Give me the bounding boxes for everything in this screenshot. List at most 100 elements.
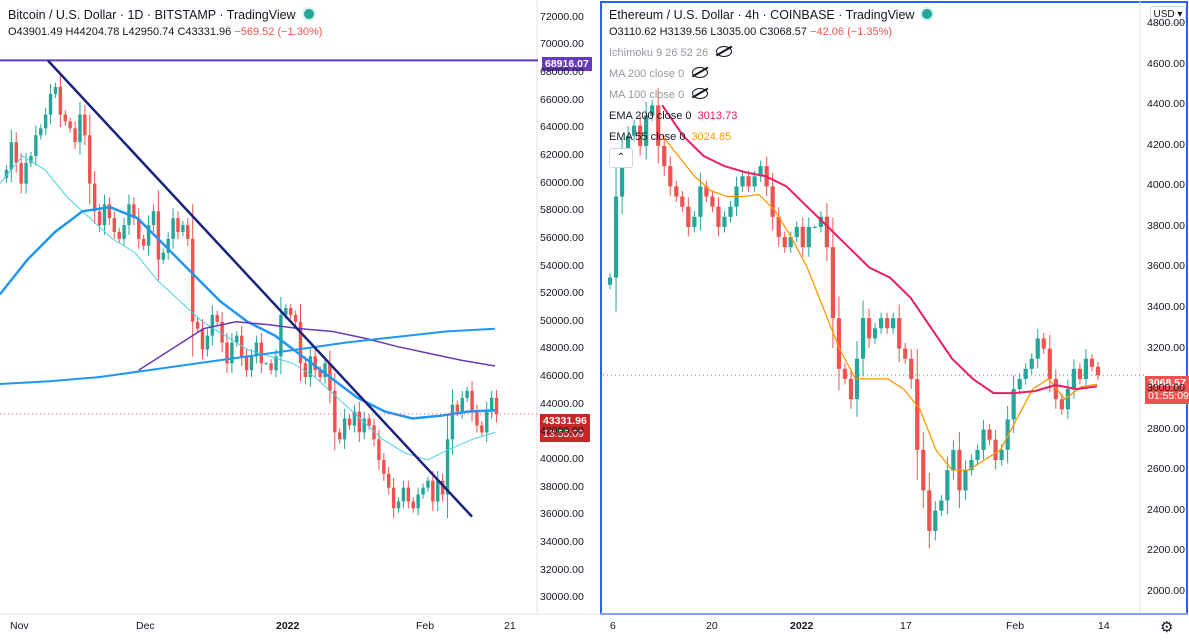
candle-body [1029,358,1034,369]
y-tick-label: 3200.00 [1147,341,1185,354]
eth-title: Ethereum / U.S. Dollar · 4h · COINBASE ·… [609,8,915,22]
candle-body [161,252,165,260]
candle-body [73,128,77,143]
y-tick-label: 34000.00 [540,535,584,548]
y-tick-label: 2000.00 [1147,584,1185,597]
candle-body [63,114,67,122]
moving-average-line [661,104,1098,395]
candle-body [338,432,342,440]
candle-body [650,105,655,116]
candle-body [107,204,112,219]
candle-body [987,429,992,440]
indicator-ma200[interactable]: MA 200 close 0 [609,67,709,80]
candle-body [494,397,499,415]
candle-body [137,218,141,239]
candle-body [171,218,175,239]
btc-title: Bitcoin / U.S. Dollar · 1D · BITSTAMP · … [8,8,296,22]
candle-body [264,363,268,365]
candle-body [951,449,956,471]
candle-body [794,226,799,238]
btc-open: O43901.49 [8,26,63,38]
hline-price-tag: 68916.07 [542,57,592,71]
candle-body [1059,399,1064,410]
candle-body [860,318,866,359]
currency-selector[interactable]: USD ▾ [1150,6,1186,24]
candle-body [53,86,58,94]
moving-average-line [138,321,496,371]
moving-average-line [0,205,496,420]
candle-body [43,114,48,129]
candle-body [436,480,440,502]
candle-body [235,335,239,343]
eth-legend: Ethereum / U.S. Dollar · 4h · COINBASE ·… [609,7,935,38]
candle-body [475,411,479,426]
candle-body [644,115,649,146]
y-tick-label: 4000.00 [1147,179,1185,192]
candle-body [313,356,317,371]
candle-body [1089,358,1095,367]
btc-legend: Bitcoin / U.S. Dollar · 1D · BITSTAMP · … [8,7,322,38]
collapse-legend-button[interactable]: ⌃ [609,148,633,168]
x-tick-label: 17 [900,620,912,632]
candle-body [34,135,38,156]
candle-body [249,356,254,371]
candle-body [1035,338,1040,359]
candle-body [752,176,757,187]
candle-body [269,363,273,371]
hidden-eye-icon[interactable] [692,67,709,78]
candle-body [939,500,944,511]
candle-body [19,162,23,184]
candle-body [489,397,494,412]
candle-body [716,206,721,227]
settings-gear-icon[interactable]: ⚙ [1160,619,1174,636]
y-tick-label: 72000.00 [540,10,584,23]
candle-body [1023,368,1028,379]
x-tick-label: Feb [416,620,435,632]
candle-body [230,342,234,364]
candle-body [97,211,102,226]
candle-body [284,308,288,315]
candle-body [387,473,391,488]
y-tick-label: 56000.00 [540,231,584,244]
candle-body [1071,368,1076,390]
hidden-eye-icon[interactable] [692,88,709,99]
hidden-eye-icon[interactable] [716,46,733,57]
candle-body [78,114,82,143]
market-open-icon [920,7,935,21]
candle-body [674,186,679,197]
y-tick-label: 50000.00 [540,314,584,327]
candle-body [146,225,151,246]
candle-body [431,480,435,502]
candle-body [885,318,890,329]
candle-body [357,411,362,433]
candle-body [401,487,406,502]
candle-body [411,501,415,509]
candle-body [1053,378,1058,400]
candle-body [274,356,278,371]
y-tick-label: 46000.00 [540,370,584,383]
candle-body [416,494,420,509]
x-tick-label: Dec [136,620,155,632]
candle-body [279,314,283,357]
y-tick-label: 4800.00 [1147,17,1185,30]
candle-body [342,418,347,440]
candle-body [662,145,667,167]
indicator-ema200[interactable]: EMA 200 close 0 3013.73 [609,110,738,122]
candle-body [698,186,703,217]
indicator-ema55[interactable]: EMA 55 close 0 3024.85 [609,131,732,143]
indicator-ichimoku[interactable]: Ichimoku 9 26 52 26 [609,46,733,59]
y-tick-label: 62000.00 [540,149,584,161]
candle-body [445,439,450,495]
candle-body [933,510,938,531]
candle-body [1041,338,1046,349]
candle-body [210,314,215,336]
indicator-ma100[interactable]: MA 100 close 0 [609,88,709,101]
candle-body [999,449,1004,460]
candle-body [1005,419,1010,450]
candle-body [298,321,303,364]
btc-high: H44204.78 [65,26,120,38]
candle-body [915,378,920,450]
candle-body [122,225,126,239]
eth-price-tag: 3068.57 01:55:09 [1145,376,1189,404]
